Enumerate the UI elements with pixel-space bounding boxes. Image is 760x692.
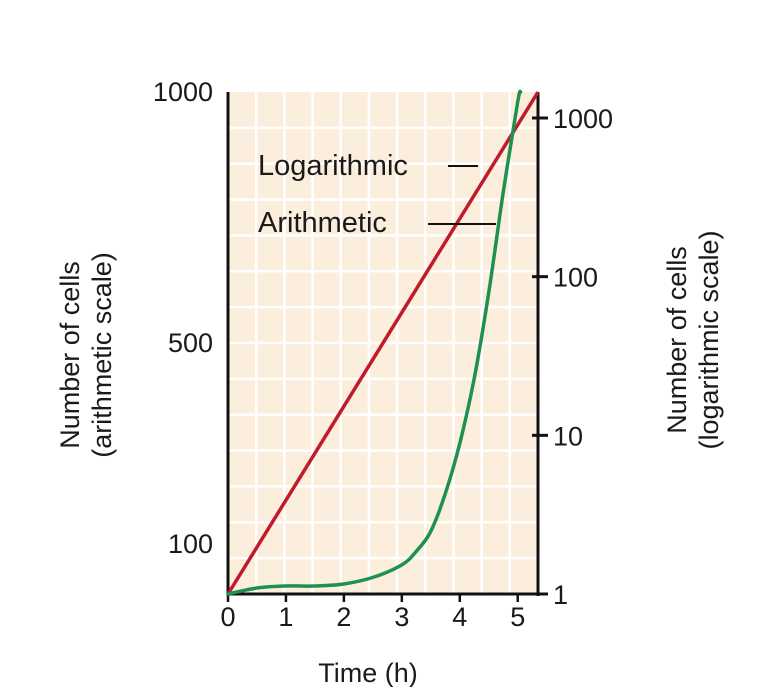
left-tick-label: 500 [168,328,213,358]
left-tick-label: 100 [168,529,213,559]
x-tick-label: 4 [452,602,467,632]
right-axis-title-line1: Number of cells [662,246,692,434]
right-axis-title-line2: (logarithmic scale) [694,230,724,449]
left-axis-title-line1: Number of cells [55,261,85,449]
right-tick-label: 1000 [553,104,613,134]
right-tick-label: 10 [553,421,583,451]
left-tick-label: 1000 [153,77,213,107]
x-tick-label: 0 [220,602,235,632]
left-axis-title-line2: (arithmetic scale) [87,252,117,458]
left-axis-title: Number of cells (arithmetic scale) [55,252,117,458]
x-tick-label: 2 [336,602,351,632]
right-tick-label: 100 [553,263,598,293]
x-tick-label: 5 [510,602,525,632]
x-axis-title: Time (h) [318,658,418,687]
callout-label-logarithmic: Logarithmic [258,150,408,182]
x-tick-label: 1 [278,602,293,632]
callout-label-arithmetic: Arithmetic [258,207,387,239]
right-axis-title: Number of cells (logarithmic scale) [662,230,724,449]
right-tick-label: 1 [553,580,568,610]
series-line-logarithmic [226,91,540,595]
x-tick-label: 3 [394,602,409,632]
series-line-arithmetic [226,89,523,596]
